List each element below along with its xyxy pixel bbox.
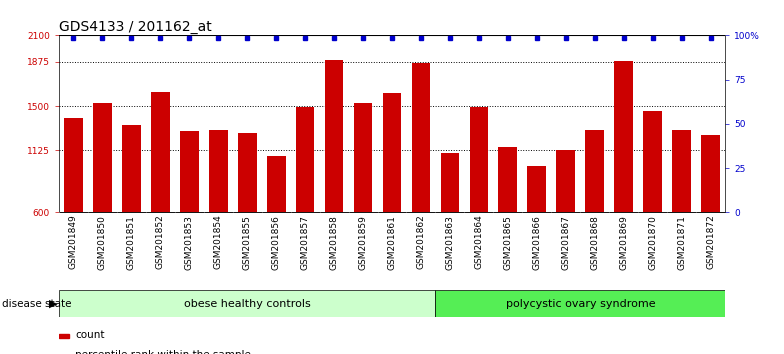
Bar — [412, 63, 430, 212]
Text: GSM201858: GSM201858 — [329, 215, 339, 270]
Text: GSM201862: GSM201862 — [416, 215, 426, 269]
Bar — [441, 153, 459, 212]
Text: GSM201854: GSM201854 — [214, 215, 223, 269]
Bar — [325, 60, 343, 212]
Text: GSM201867: GSM201867 — [561, 215, 570, 270]
Bar — [470, 107, 488, 212]
Bar — [499, 147, 517, 212]
Text: GDS4133 / 201162_at: GDS4133 / 201162_at — [59, 21, 212, 34]
Bar — [59, 290, 435, 317]
Bar — [59, 335, 69, 338]
Text: disease state: disease state — [2, 298, 71, 309]
Text: GSM201863: GSM201863 — [445, 215, 455, 270]
Text: GSM201849: GSM201849 — [69, 215, 78, 269]
Text: GSM201872: GSM201872 — [706, 215, 715, 269]
Text: GSM201853: GSM201853 — [185, 215, 194, 270]
Bar — [702, 135, 720, 212]
Bar — [673, 130, 691, 212]
Text: percentile rank within the sample: percentile rank within the sample — [75, 350, 252, 354]
Bar — [296, 107, 314, 212]
Text: GSM201869: GSM201869 — [619, 215, 628, 270]
Text: GSM201855: GSM201855 — [242, 215, 252, 270]
Text: GSM201859: GSM201859 — [358, 215, 368, 270]
Bar — [267, 156, 285, 212]
Bar — [354, 103, 372, 212]
Text: GSM201861: GSM201861 — [387, 215, 397, 270]
Text: GSM201857: GSM201857 — [300, 215, 310, 270]
Text: GSM201868: GSM201868 — [590, 215, 599, 270]
Bar — [586, 130, 604, 212]
Text: polycystic ovary syndrome: polycystic ovary syndrome — [506, 298, 655, 309]
Text: count: count — [75, 330, 105, 340]
Bar — [93, 103, 111, 212]
Bar — [122, 125, 140, 212]
Bar — [238, 133, 256, 212]
Text: GSM201851: GSM201851 — [127, 215, 136, 270]
Text: ▶: ▶ — [49, 298, 57, 309]
Bar — [64, 118, 82, 212]
Bar — [557, 150, 575, 212]
Text: GSM201850: GSM201850 — [98, 215, 107, 270]
Text: GSM201865: GSM201865 — [503, 215, 513, 270]
Bar — [151, 92, 169, 212]
Bar — [435, 290, 725, 317]
Bar — [180, 131, 198, 212]
Text: GSM201866: GSM201866 — [532, 215, 542, 270]
Text: GSM201856: GSM201856 — [271, 215, 281, 270]
Bar — [615, 61, 633, 212]
Bar — [209, 130, 227, 212]
Text: GSM201852: GSM201852 — [156, 215, 165, 269]
Text: GSM201870: GSM201870 — [648, 215, 657, 270]
Text: obese healthy controls: obese healthy controls — [183, 298, 310, 309]
Bar — [383, 93, 401, 212]
Text: GSM201871: GSM201871 — [677, 215, 686, 270]
Text: GSM201864: GSM201864 — [474, 215, 484, 269]
Bar — [528, 166, 546, 212]
Bar — [644, 111, 662, 212]
